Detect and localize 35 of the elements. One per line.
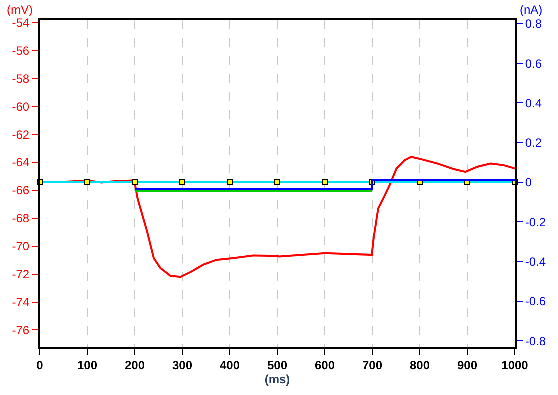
x-tick-label: 800 (410, 358, 430, 372)
y2-tick-label: -0.2 (525, 215, 546, 230)
x-tick-label: 1000 (502, 358, 529, 372)
y2-tick-label: 0.6 (525, 56, 542, 71)
y2-tick-label: 0.2 (525, 136, 542, 150)
x-tick-label: 500 (267, 358, 288, 372)
y-tick-label: -54 (12, 16, 30, 30)
y-tick-label: -60 (12, 100, 30, 114)
y2-tick-label: -0.8 (525, 334, 546, 348)
y-tick-label: -70 (12, 240, 30, 254)
y2-tick-label: -0.6 (525, 294, 546, 309)
x-tick-label: 100 (77, 358, 98, 372)
x-tick-label: 0 (36, 358, 44, 372)
x-tick-label: 300 (172, 358, 193, 372)
x-tick-label: 400 (220, 358, 240, 372)
x-axis-title: (ms) (264, 372, 290, 386)
y-tick-label: -66 (12, 184, 30, 198)
y-tick-label: -74 (12, 295, 30, 310)
y2-tick-label: 0.4 (525, 96, 542, 110)
x-tick-label: 700 (362, 358, 383, 372)
y2-tick-label: 0 (525, 176, 532, 190)
y-tick-label: -58 (12, 72, 30, 86)
y-tick-label: -64 (12, 156, 30, 170)
x-tick-label: 600 (314, 358, 336, 372)
y-axis-title: (mV) (7, 3, 33, 17)
y-tick-label: -72 (12, 268, 30, 282)
y2-tick-label: 0.8 (525, 17, 542, 32)
y-tick-label: -68 (12, 212, 30, 226)
y2-tick-label: -0.4 (525, 254, 546, 269)
x-tick-label: 200 (124, 358, 146, 372)
y-tick-label: -56 (12, 44, 30, 58)
x-tick-label: 900 (457, 358, 478, 372)
y-tick-label: -62 (12, 128, 30, 142)
y2-axis-title: (nA) (520, 3, 543, 17)
y-tick-label: -76 (12, 323, 30, 338)
